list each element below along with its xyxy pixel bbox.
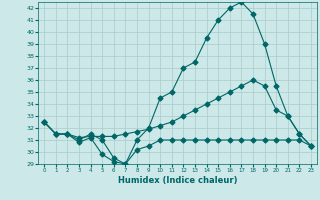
X-axis label: Humidex (Indice chaleur): Humidex (Indice chaleur)	[118, 176, 237, 185]
